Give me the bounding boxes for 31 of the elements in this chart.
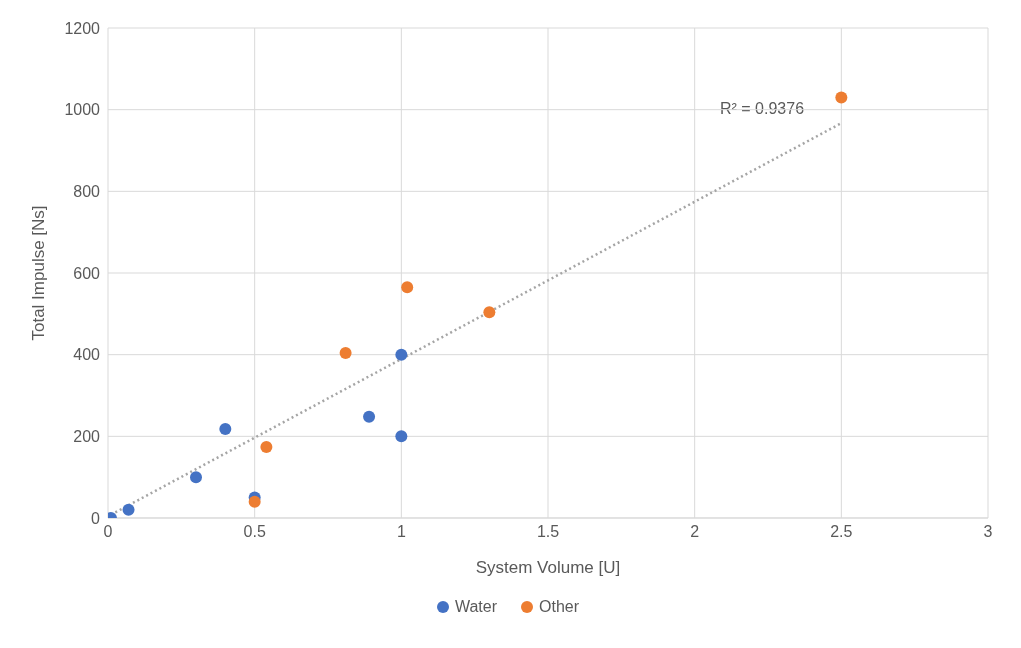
- x-tick-label: 2.5: [830, 523, 853, 541]
- y-tick-label: 600: [73, 264, 101, 282]
- x-tick-label: 2: [690, 523, 700, 541]
- legend-label: Other: [539, 598, 580, 616]
- x-tick-label: 0: [103, 523, 113, 541]
- y-tick-label: 400: [73, 346, 101, 364]
- y-axis-title: Total Impulse [Ns]: [29, 205, 49, 341]
- y-tick-label: 0: [91, 509, 101, 527]
- point: [248, 495, 261, 508]
- point: [122, 503, 135, 516]
- point: [483, 306, 496, 319]
- point: [363, 410, 376, 423]
- point: [395, 430, 408, 443]
- point: [339, 347, 352, 360]
- y-tick-label: 800: [73, 183, 101, 201]
- x-tick-label: 1: [396, 523, 406, 541]
- point: [260, 440, 273, 453]
- point: [401, 281, 414, 294]
- x-tick-label: 0.5: [243, 523, 266, 541]
- legend-label: Water: [454, 598, 498, 616]
- x-axis-title: System Volume [U]: [475, 558, 621, 577]
- x-tick-label: 3: [983, 523, 993, 541]
- x-tick-label: 1.5: [536, 523, 560, 541]
- annotation: R² = 0.9376: [720, 100, 805, 118]
- y-tick-label: 200: [73, 428, 101, 446]
- point: [395, 348, 408, 361]
- y-tick-label: 1200: [64, 19, 101, 37]
- point: [190, 471, 202, 484]
- point: [835, 91, 848, 104]
- point: [219, 422, 232, 435]
- y-tick-label: 1000: [64, 101, 101, 119]
